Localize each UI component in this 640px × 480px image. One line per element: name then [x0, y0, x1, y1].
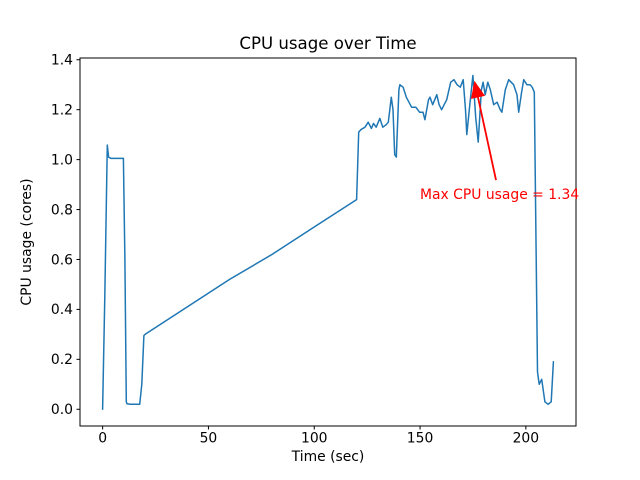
x-tick-label: 200 — [513, 431, 540, 447]
x-tick-label: 50 — [200, 431, 218, 447]
y-tick-label: 1.0 — [51, 152, 73, 168]
cpu-usage-line — [101, 74, 555, 411]
y-tick-label: 0.8 — [51, 202, 73, 218]
max-annotation-arrow-icon — [470, 80, 497, 181]
y-tick-label: 0.0 — [51, 402, 73, 418]
y-axis-ticks: 0.0 0.2 0.4 0.6 0.8 1.0 1.2 1.4 — [51, 53, 80, 418]
max-annotation: Max CPU usage = 1.34 — [420, 80, 579, 203]
y-tick-label: 0.4 — [51, 302, 73, 318]
x-tick-label: 0 — [98, 431, 107, 447]
y-axis-label: CPU usage (cores) — [19, 178, 35, 305]
x-tick-label: 100 — [301, 431, 328, 447]
x-axis-ticks: 0 50 100 150 200 — [98, 426, 539, 447]
x-axis-label: Time (sec) — [291, 449, 365, 465]
chart-title: CPU usage over Time — [239, 34, 416, 53]
y-tick-label: 0.2 — [51, 352, 73, 368]
y-tick-label: 0.6 — [51, 252, 73, 268]
plot-area — [79, 57, 577, 427]
y-tick-label: 1.4 — [51, 53, 73, 69]
x-tick-label: 150 — [407, 431, 434, 447]
y-tick-label: 1.2 — [51, 102, 73, 118]
max-annotation-text: Max CPU usage = 1.34 — [420, 187, 579, 203]
